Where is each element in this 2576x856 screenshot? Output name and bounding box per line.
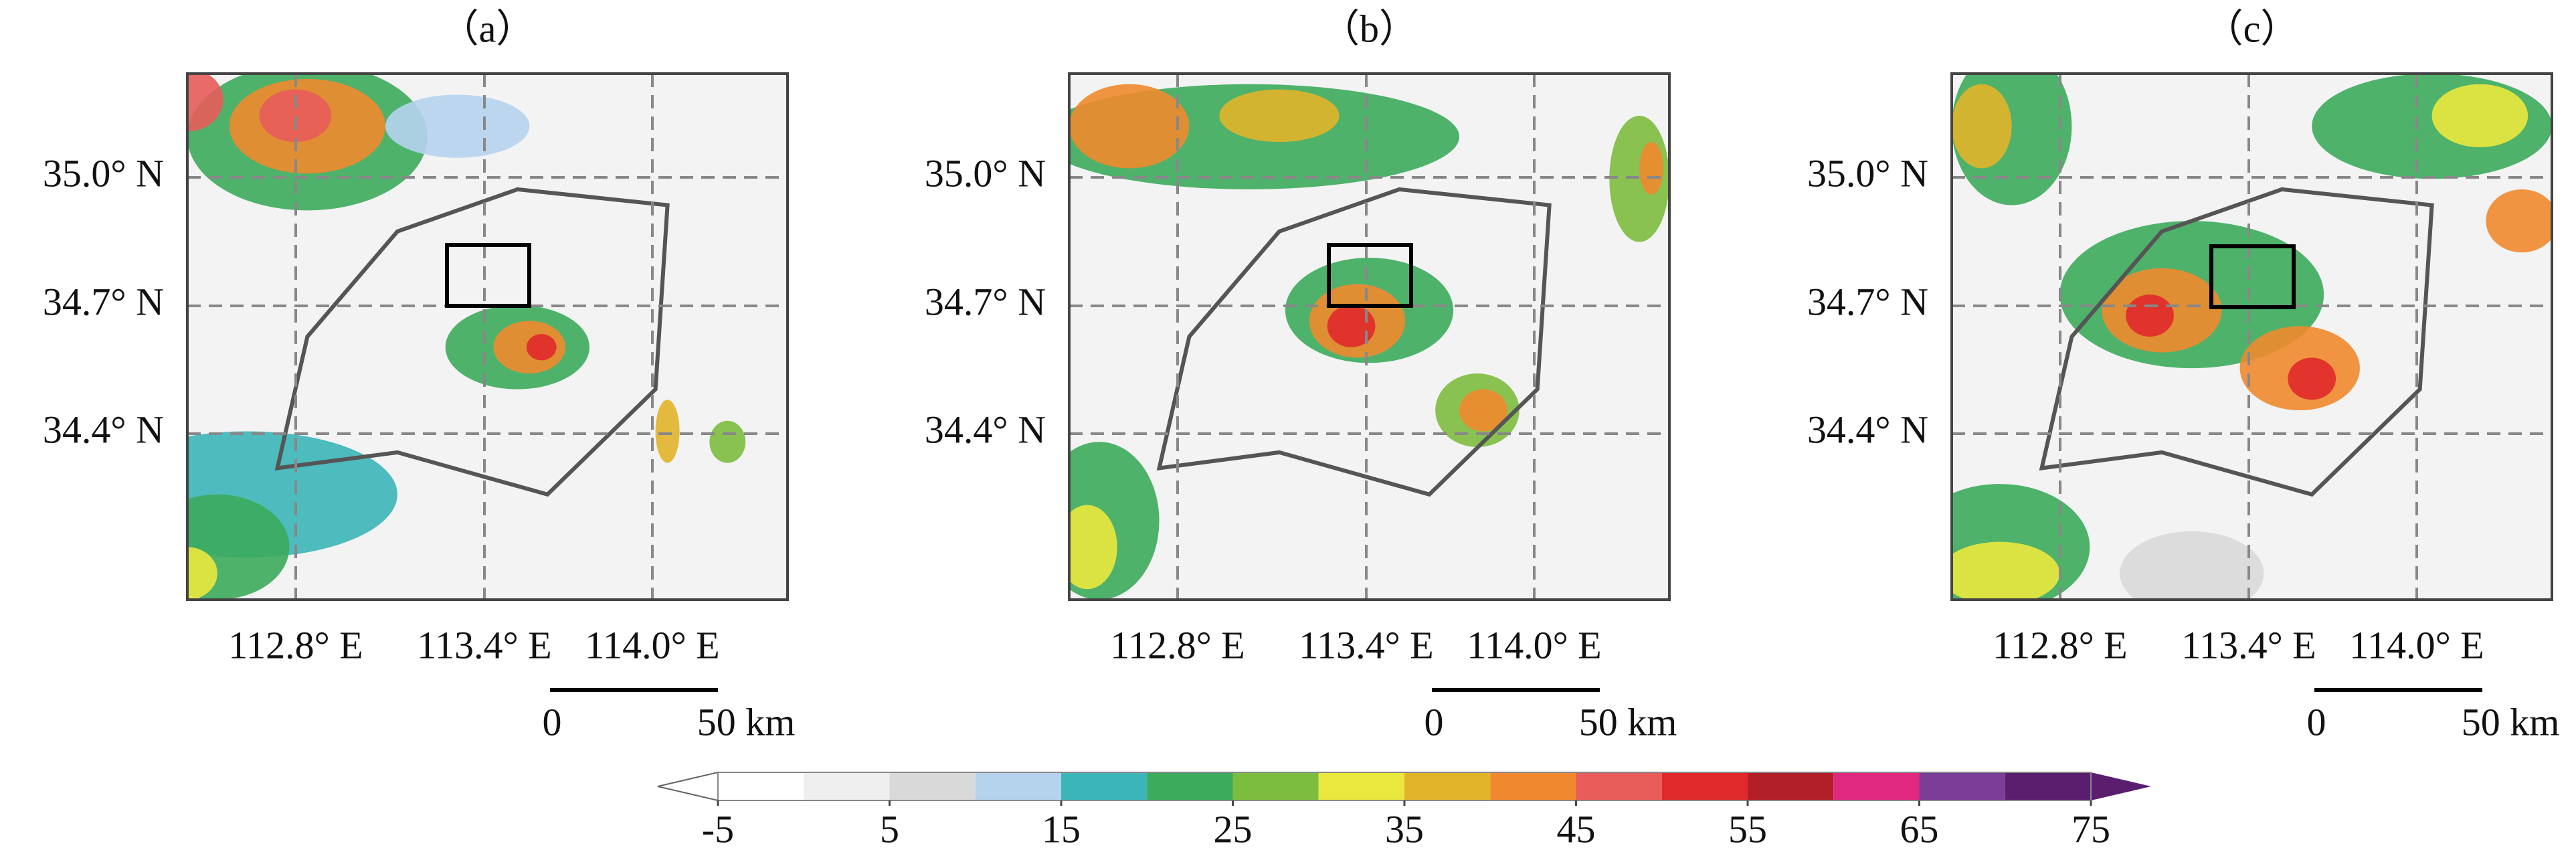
scale-start: 0 — [543, 700, 562, 744]
lat-label: 35.0° N — [43, 151, 164, 195]
lon-label: 112.8° E — [1993, 623, 2127, 667]
study-box — [445, 243, 531, 308]
echo-region — [1219, 89, 1340, 143]
lon-label: 113.4° E — [2181, 623, 2316, 667]
echo-region — [1952, 541, 2060, 600]
study-box — [1327, 243, 1413, 308]
echo-region — [526, 334, 557, 361]
province-boundary — [274, 187, 670, 497]
echo-region — [2431, 84, 2528, 148]
colorbar-tick-label: 45 — [1557, 807, 1596, 851]
echo-region — [2120, 531, 2264, 600]
map-frame — [1950, 72, 2553, 601]
colorbar-bin — [975, 772, 1061, 800]
province-boundary — [2039, 187, 2434, 497]
echo-region — [2126, 294, 2174, 337]
colorbar-bin — [1490, 772, 1576, 800]
scale-start: 0 — [2307, 700, 2326, 744]
colorbar-bin — [1404, 772, 1491, 800]
map-frame — [186, 72, 789, 601]
scale-end: 50 km — [1579, 700, 1677, 744]
echo-region — [655, 400, 680, 463]
echo-region — [1327, 305, 1376, 347]
map-panel: （a） 35.0° N 34.7° N 34.4° N 112.8° E 113.4° E… — [43, 7, 795, 744]
echo-region — [187, 74, 223, 132]
echo-region — [1639, 142, 1664, 195]
radar-layer — [1952, 74, 2552, 600]
colorbar-bin — [1833, 772, 1920, 800]
colorbar-tick-label: 35 — [1385, 807, 1424, 851]
echo-region — [1459, 389, 1507, 432]
lat-label: 34.7° N — [1807, 280, 1928, 323]
lon-label: 113.4° E — [417, 623, 551, 667]
lon-label: 113.4° E — [1299, 623, 1433, 667]
lat-label: 35.0° N — [1807, 151, 1928, 195]
colorbar-bin — [718, 772, 804, 800]
scale-end: 50 km — [2462, 700, 2560, 744]
scale-end: 50 km — [697, 700, 796, 744]
colorbar-bin — [889, 772, 976, 800]
lat-label: 34.4° N — [1807, 408, 1928, 451]
echo-region — [1069, 505, 1117, 590]
panel-label: （b） — [1321, 7, 1418, 50]
lat-label: 35.0° N — [925, 151, 1046, 195]
panel-label: （c） — [2205, 7, 2300, 50]
radar-layer — [1069, 84, 1669, 600]
colorbar-tick-label: 5 — [880, 807, 899, 851]
colorbar-tick-label: -5 — [702, 807, 734, 851]
lat-label: 34.4° N — [925, 408, 1046, 451]
echo-region — [2486, 189, 2552, 253]
lon-label: 114.0° E — [585, 623, 719, 667]
echo-region — [709, 420, 746, 463]
colorbar-bin — [1661, 772, 1748, 800]
lon-label: 114.0° E — [1467, 623, 1601, 667]
echo-region — [1069, 84, 1190, 169]
echo-region — [1952, 84, 2012, 169]
colorbar-bin — [1576, 772, 1662, 800]
echo-region — [187, 494, 290, 600]
colorbar-bin — [804, 772, 890, 800]
colorbar-arrow-high — [2091, 772, 2151, 800]
province-boundary — [1156, 187, 1552, 497]
lon-label: 114.0° E — [2349, 623, 2484, 667]
map-panel: （b） 35.0° N 34.7° N 34.4° N 112.8° E 113.4° E… — [925, 7, 1677, 744]
colorbar-tick-label: 55 — [1728, 807, 1767, 851]
colorbar-bin — [1061, 772, 1147, 800]
study-box — [2209, 244, 2296, 309]
colorbar-bin — [1147, 772, 1233, 800]
lat-label: 34.4° N — [43, 408, 164, 451]
echo-region — [259, 89, 332, 143]
echo-region — [2288, 357, 2336, 400]
lat-label: 34.7° N — [925, 280, 1046, 323]
colorbar-bin — [1232, 772, 1319, 800]
echo-region — [385, 94, 530, 158]
panel-label: （a） — [440, 7, 535, 50]
map-panel: （c） 35.0° N 34.7° N 34.4° N 112.8° E 113.4° E… — [1807, 7, 2559, 744]
colorbar-tick-label: 15 — [1042, 807, 1081, 851]
colorbar-bin — [1318, 772, 1404, 800]
colorbar-tick-label: 75 — [2072, 807, 2110, 851]
lat-label: 34.7° N — [43, 280, 164, 323]
colorbar-bin — [1748, 772, 1834, 800]
colorbar-bin — [1919, 772, 2005, 800]
colorbar-tick-label: 65 — [1900, 807, 1939, 851]
colorbar-arrow-low — [657, 771, 719, 802]
map-frame — [1068, 72, 1671, 601]
lon-label: 112.8° E — [1110, 623, 1245, 667]
colorbar-bin — [2005, 772, 2091, 800]
echo-region — [187, 547, 217, 600]
colorbar-tick-label: 25 — [1214, 807, 1253, 851]
lon-label: 112.8° E — [228, 623, 363, 667]
scale-start: 0 — [1424, 700, 1444, 744]
